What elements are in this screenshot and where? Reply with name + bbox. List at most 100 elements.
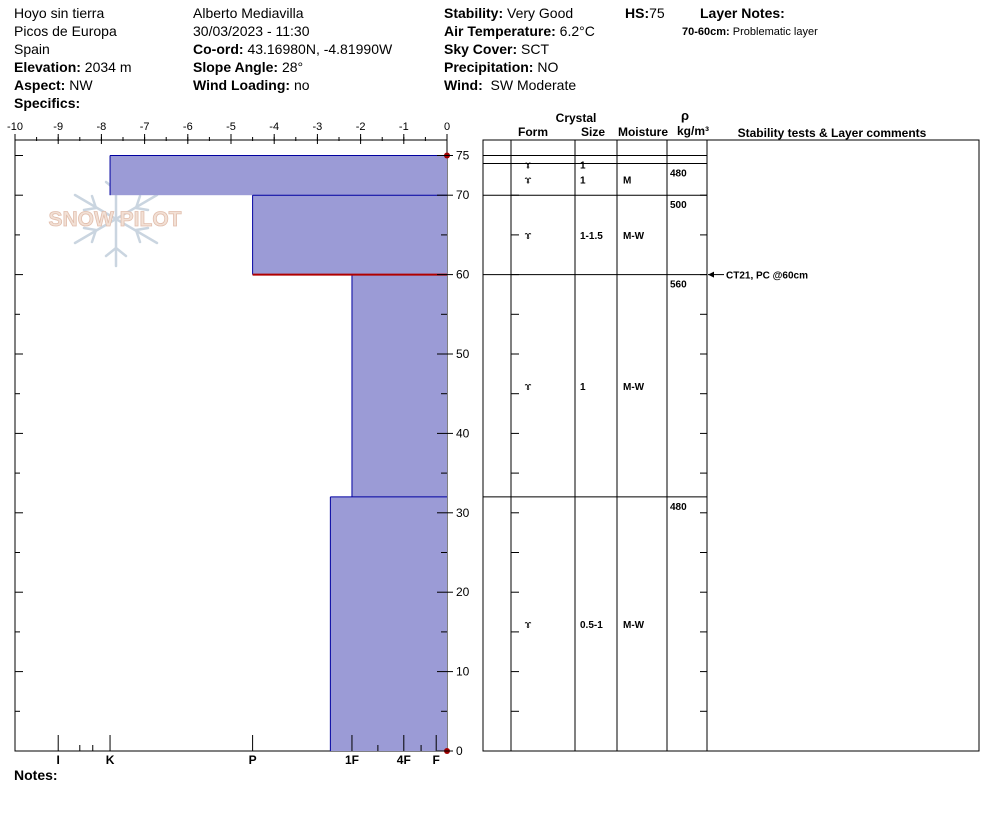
crystal-form-icon: ɤ: [525, 619, 532, 631]
height-tick-label: 20: [456, 585, 470, 599]
header-hs: HS:75: [625, 4, 665, 22]
hardness-index-label: K: [106, 753, 115, 767]
hardness-tick-label: -10: [7, 121, 23, 133]
hardness-tick-label: 0: [444, 121, 450, 133]
notes: Notes:: [14, 766, 58, 784]
stability-label: Stability:: [444, 5, 504, 21]
header-range: Picos de Europa: [14, 23, 117, 39]
height-tick-label: 30: [456, 506, 470, 520]
specifics-label: Specifics:: [14, 95, 81, 111]
snowpilot-watermark: SNOW PILOT: [48, 170, 182, 268]
hardness-layers: [109, 152, 450, 754]
layer-table-ticks: [511, 194, 707, 752]
density-value: 480: [670, 502, 687, 513]
layer-notes-label: Layer Notes:: [700, 5, 785, 21]
height-tick-label: 10: [456, 665, 470, 679]
crystal-form-icon: ɤ: [525, 381, 532, 393]
height-tick-label: 60: [456, 268, 470, 282]
notes-label: Notes:: [14, 767, 58, 783]
crystal-header: Crystal: [556, 111, 597, 125]
hardness-tick-label: -1: [399, 121, 409, 133]
hardness-axis: -10 -9 -8 -7 -6 -5 -4 -3 -2 -1 0: [7, 121, 450, 144]
stability-test-arrow-icon: [708, 271, 714, 278]
header-specifics: Specifics:: [14, 94, 80, 112]
layer-table-rows: ɤ 1 ɤ 1 M 480 ɤ 1-1.5 M-W 500 ɤ 1 M-W 560 ɤ 0.5-1 M-W 480: [483, 155, 707, 631]
hardness-layer-bar: [252, 195, 447, 275]
header-datetime: 30/03/2023 - 11:30: [193, 23, 310, 39]
elevation-value: 2034 m: [84, 59, 132, 75]
header-elevation: Elevation: 2034 m: [14, 58, 132, 76]
hardness-layer-bar: [110, 155, 447, 196]
slope-value: 28°: [281, 59, 304, 75]
form-header: Form: [518, 125, 548, 139]
stability-test-label: CT21, PC @60cm: [726, 271, 808, 282]
size-header: Size: [581, 125, 605, 139]
hardness-index-label: 4F: [397, 753, 411, 767]
crystal-size: 1: [580, 382, 586, 393]
rho-header: ρ: [681, 108, 689, 123]
hs-value: 75: [649, 5, 665, 21]
precip-label: Precipitation:: [444, 59, 534, 75]
hardness-tick-label: -8: [97, 121, 107, 133]
header-layer-notes: Layer Notes:: [700, 4, 785, 22]
layer-table-frame: [482, 139, 980, 752]
precip-value: NO: [537, 59, 559, 75]
height-tick-label: 0: [456, 744, 463, 758]
wind-label: Wind:: [444, 77, 483, 93]
moisture-value: M-W: [623, 620, 645, 631]
hardness-layer-bar: [351, 274, 447, 497]
height-tick-label: 50: [456, 347, 470, 361]
layer-note-text: Problematic layer: [732, 26, 818, 38]
density-value: 480: [670, 168, 687, 179]
header-aspect: Aspect: NW: [14, 76, 93, 94]
aspect-value: NW: [69, 77, 93, 93]
hardness-tick-label: -4: [269, 121, 279, 133]
watermark-text: SNOW PILOT: [49, 208, 182, 231]
hardness-index-label: 1F: [345, 753, 359, 767]
layer-note-range: 70-60cm:: [682, 26, 730, 38]
wind-loading-label: Wind Loading:: [193, 77, 291, 93]
header-air-temp: Air Temperature: 6.2°C: [444, 22, 595, 40]
crystal-size: 1-1.5: [580, 231, 603, 242]
header-wind-loading: Wind Loading: no: [193, 76, 310, 94]
aspect-label: Aspect:: [14, 77, 66, 93]
hardness-tick-label: -7: [140, 121, 150, 133]
air-temp-value: 6.2°C: [559, 23, 595, 39]
header-observer: Alberto Mediavilla: [193, 5, 304, 21]
moisture-value: M: [623, 175, 631, 186]
sky-value: SCT: [521, 41, 550, 57]
slope-label: Slope Angle:: [193, 59, 279, 75]
header-stability: Stability: Very Good: [444, 4, 573, 22]
hardness-index-label: P: [249, 753, 257, 767]
header-location: Hoyo sin tierra: [14, 5, 105, 21]
hardness-tick-label: -5: [226, 121, 236, 133]
crystal-size: 0.5-1: [580, 620, 603, 631]
crystal-form-icon: ɤ: [525, 160, 532, 172]
hardness-tick-label: -2: [356, 121, 366, 133]
header-coord: Co-ord: 43.16980N, -4.81990W: [193, 40, 392, 58]
header-precip: Precipitation: NO: [444, 58, 558, 76]
comments-header: Stability tests & Layer comments: [738, 126, 927, 140]
header-layer-note: 70-60cm: Problematic layer: [682, 23, 818, 41]
crystal-form-icon: ɤ: [525, 230, 532, 242]
header-wind: Wind: SW Moderate: [444, 76, 576, 94]
wind-value: SW Moderate: [490, 77, 577, 93]
stability-tests: CT21, PC @60cm: [708, 271, 808, 282]
sky-label: Sky Cover:: [444, 41, 518, 57]
header-slope: Slope Angle: 28°: [193, 58, 303, 76]
hardness-bottom-axis: I K P 1F 4F F: [57, 735, 440, 767]
hardness-index-label: F: [433, 753, 440, 767]
height-tick-label: 75: [456, 149, 470, 163]
moisture-value: M-W: [623, 382, 645, 393]
elevation-label: Elevation:: [14, 59, 81, 75]
header-country: Spain: [14, 41, 50, 57]
coord-label: Co-ord:: [193, 41, 244, 57]
hs-label: HS:: [625, 5, 650, 21]
wind-loading-value: no: [293, 77, 310, 93]
density-unit-header: kg/m³: [677, 124, 709, 138]
air-temp-label: Air Temperature:: [444, 23, 556, 39]
hardness-tick-label: -6: [183, 121, 193, 133]
hardness-index-label: I: [57, 753, 60, 767]
crystal-size: 1: [580, 175, 586, 186]
